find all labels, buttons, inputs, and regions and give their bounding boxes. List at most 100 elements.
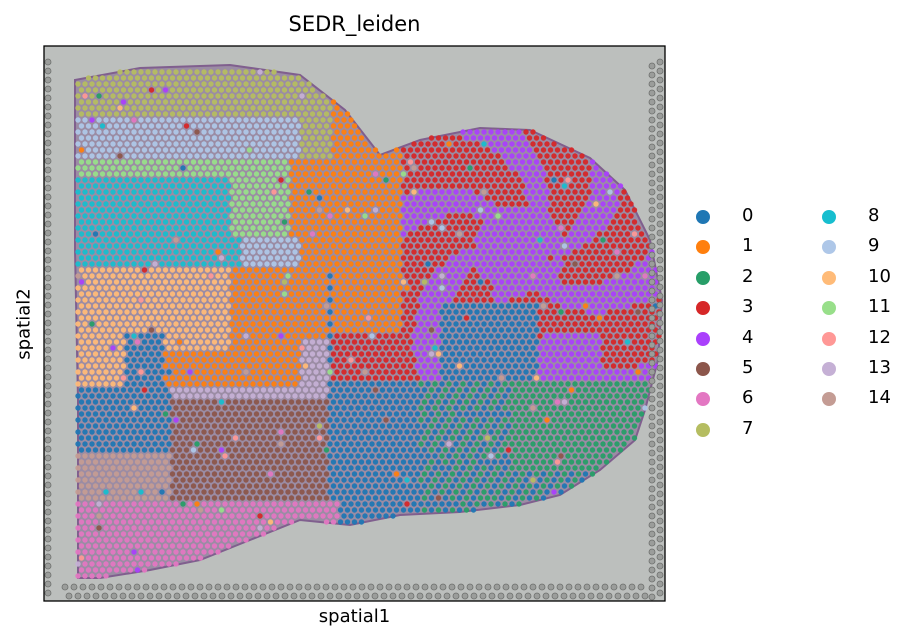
spot-point-cluster-9 [159,153,165,159]
spot-point-cluster-4 [610,375,617,381]
spot-point-cluster-1 [313,165,319,171]
spot-point-cluster-11 [285,177,291,183]
spot-point-cluster-8 [162,219,169,225]
spot-point-cluster-8 [173,261,179,267]
spot-point-cluster-0 [488,393,494,399]
spot-point-cluster-1 [355,177,361,183]
spot-point-cluster-0 [488,465,494,471]
spot-point-cluster-1 [309,219,316,225]
spot-point-cluster-3 [372,339,379,345]
spot-point-cluster-0 [372,459,379,465]
spot-point-cluster-13 [264,393,270,399]
spot-point-cluster-5 [267,411,274,417]
spot-point-cluster-10 [124,273,130,279]
spot-point-cluster-10 [211,315,218,321]
spot-point-cluster-1 [302,207,309,213]
spot-point-cluster-1 [372,315,379,321]
spot-point-cluster-11 [278,189,284,195]
spot-point-cluster-8 [197,219,204,225]
spot-point-cluster-7 [260,111,267,117]
spot-point-cluster-2 [614,405,620,411]
spot-point-cluster-5 [225,459,232,465]
spot-point-cluster-4 [481,225,487,231]
spot-point-cluster-7 [313,93,319,99]
spot-point-cluster-4 [610,195,617,201]
spot-point-cluster-3 [589,279,596,285]
spot-point-cluster-10 [190,267,197,273]
spot-point-cluster-7 [208,81,214,87]
spot-point-cluster-9 [267,135,274,141]
spot-point-cluster-13 [302,375,309,381]
spot-point-cluster-3 [544,297,550,303]
spot-point-cluster-1 [236,309,242,315]
spot-point-cluster-3 [565,225,571,231]
spot-point-cluster-10 [78,315,85,321]
spot-point-cluster-11 [204,159,211,165]
spot-point-cluster-8 [187,213,193,219]
spot-point-cluster-9 [257,129,263,135]
spot-point-cluster-1 [341,153,347,159]
spot-point-cluster-2 [607,429,613,435]
spot-point-cluster-10 [145,321,151,327]
spot-point-cluster-0 [505,339,512,345]
spot-point-cluster-10 [152,309,158,315]
spot-point-cluster-7 [155,87,162,93]
spot-point-cluster-5 [183,411,190,417]
spot-point-cluster-0 [120,399,127,405]
spot-point-cluster-3 [407,339,414,345]
spot-point-cluster-3 [488,165,494,171]
spot-point-cluster-0 [124,441,130,447]
spot-point-cluster-3 [428,231,435,237]
spot-point-cluster-1 [204,351,211,357]
spot-point-cluster-0 [425,261,431,267]
spot-point-cluster-3 [582,315,589,321]
spot-point-cluster-5 [320,453,326,459]
spot-point-cluster-1 [204,363,211,369]
spot-point-cluster-2 [572,441,578,447]
spot-point-cluster-1 [320,249,326,255]
spot-point-cluster-0 [159,417,165,423]
spot-point-cluster-1 [313,213,319,219]
spot-point-cluster-4 [505,255,512,261]
spot-point-cluster-0 [460,429,466,435]
spot-point-cluster-2 [596,399,603,405]
spot-point-cluster-2 [323,447,330,453]
spot-point-cluster-9 [127,123,134,129]
spot-point-cluster-5 [271,465,277,471]
spot-point-cluster-8 [141,195,148,201]
spot-point-cluster-2 [582,399,589,405]
spot-point-cluster-5 [204,435,211,441]
spot-point-cluster-7 [197,99,204,105]
spot-point-cluster-5 [295,459,302,465]
spot-point-cluster-4 [474,129,480,135]
spot-point-cluster-1 [355,165,361,171]
spot-point-cluster-3 [516,201,522,207]
spot-point-cluster-2 [456,447,463,453]
spot-point-cluster-7 [323,99,330,105]
spot-point-cluster-8 [176,207,183,213]
spot-point-cluster-9 [106,135,113,141]
spot-point-cluster-1 [334,141,340,147]
spot-point-cluster-4 [421,351,428,357]
spot-point-cluster-0 [526,315,533,321]
spot-point-cluster-0 [449,387,456,393]
spot-point-cluster-10 [344,207,351,213]
spot-point-cluster-9 [75,141,81,147]
spot-point-cluster-8 [75,177,81,183]
spot-point-cluster-3 [558,153,564,159]
spot-point-cluster-3 [407,291,414,297]
spot-point-cluster-9 [243,249,249,255]
spot-point-cluster-4 [579,333,585,339]
spot-point-cluster-1 [372,183,379,189]
spot-point-cluster-9 [239,243,246,249]
spot-point-cluster-2 [509,453,515,459]
spot-point-cluster-5 [260,435,267,441]
spot-point-cluster-0 [334,429,340,435]
spot-point-cluster-0 [138,357,144,363]
spot-point-cluster-7 [253,111,260,117]
spot-point-cluster-8 [229,249,235,255]
spot-point-cluster-4 [509,141,515,147]
spot-point-cluster-3 [582,255,589,261]
spot-point-cluster-10 [134,279,141,285]
spot-point-cluster-3 [428,159,435,165]
